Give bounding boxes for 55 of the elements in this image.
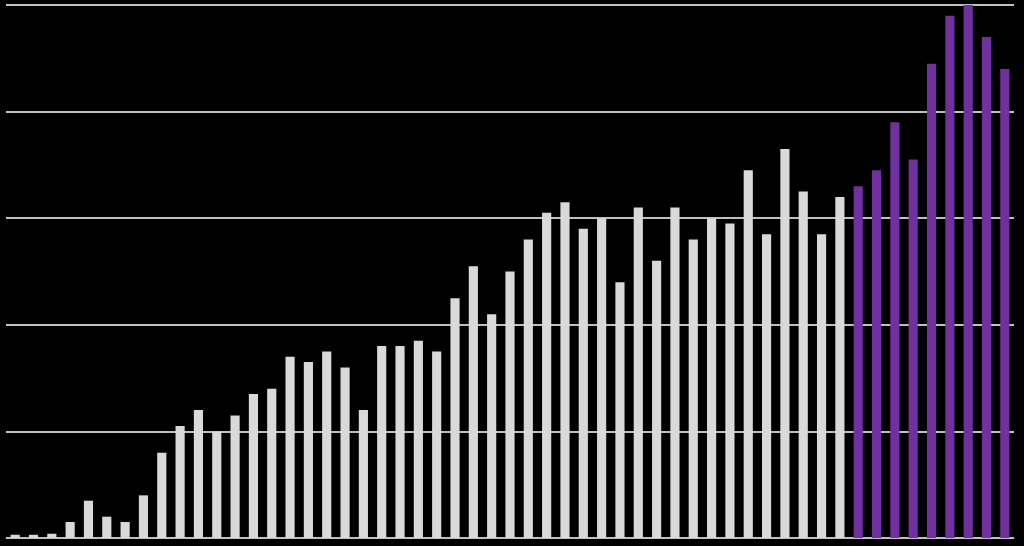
bar xyxy=(267,388,277,538)
bar xyxy=(615,282,625,538)
bar xyxy=(688,239,698,538)
bar xyxy=(395,346,405,538)
bar xyxy=(945,15,955,538)
bar xyxy=(358,410,368,538)
bar xyxy=(981,36,992,538)
bar xyxy=(542,212,552,538)
bar xyxy=(120,522,130,538)
bar xyxy=(65,522,75,538)
bar xyxy=(468,266,478,538)
bar xyxy=(1000,68,1010,538)
bar xyxy=(450,298,460,538)
bar xyxy=(230,415,240,538)
bar xyxy=(816,234,827,538)
bar xyxy=(322,351,332,538)
bar xyxy=(83,500,94,538)
bar xyxy=(890,122,900,538)
bar xyxy=(340,367,350,538)
bar xyxy=(138,495,149,538)
bar xyxy=(926,63,937,538)
bar xyxy=(157,452,167,538)
bar xyxy=(248,394,258,538)
bar xyxy=(707,218,717,538)
bar xyxy=(175,426,185,538)
bar xyxy=(633,207,643,538)
bar xyxy=(10,534,20,538)
bar xyxy=(47,533,57,538)
bar xyxy=(28,534,39,538)
bar xyxy=(835,196,845,538)
bar xyxy=(432,351,442,538)
bar xyxy=(871,170,882,538)
bar xyxy=(725,223,735,538)
bar xyxy=(780,148,790,538)
bar xyxy=(487,314,497,538)
bar xyxy=(743,170,753,538)
bar xyxy=(303,362,313,538)
bar xyxy=(798,191,808,538)
bar xyxy=(523,239,533,538)
bar xyxy=(908,159,918,538)
bar xyxy=(762,234,772,538)
bar xyxy=(193,410,204,538)
bar xyxy=(560,202,570,538)
bar xyxy=(853,186,863,538)
bar xyxy=(963,5,973,538)
bar xyxy=(670,207,680,538)
bar xyxy=(102,516,112,538)
bar xyxy=(505,271,515,538)
bar xyxy=(285,356,295,538)
bar xyxy=(377,346,387,538)
bar xyxy=(413,340,423,538)
bar xyxy=(652,260,662,538)
bar xyxy=(212,431,222,538)
bar xyxy=(578,228,588,538)
bar xyxy=(597,218,607,538)
